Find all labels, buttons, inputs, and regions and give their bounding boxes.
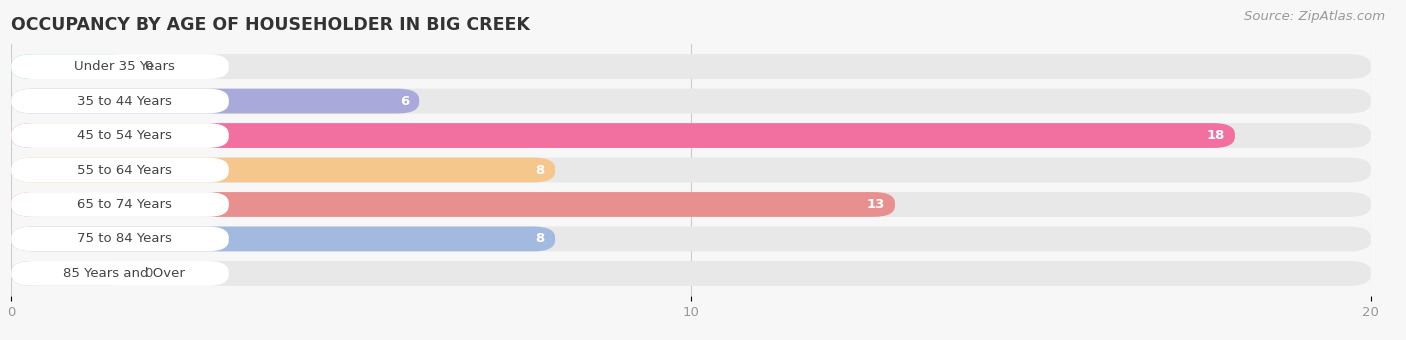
Text: 65 to 74 Years: 65 to 74 Years: [77, 198, 172, 211]
FancyBboxPatch shape: [11, 192, 1371, 217]
FancyBboxPatch shape: [11, 226, 1371, 251]
Text: 45 to 54 Years: 45 to 54 Years: [77, 129, 172, 142]
Text: 13: 13: [866, 198, 884, 211]
FancyBboxPatch shape: [11, 89, 419, 114]
Text: 18: 18: [1206, 129, 1225, 142]
Text: 35 to 44 Years: 35 to 44 Years: [77, 95, 172, 107]
FancyBboxPatch shape: [11, 54, 229, 79]
FancyBboxPatch shape: [11, 158, 1371, 182]
FancyBboxPatch shape: [11, 158, 555, 182]
FancyBboxPatch shape: [11, 261, 229, 286]
Text: OCCUPANCY BY AGE OF HOUSEHOLDER IN BIG CREEK: OCCUPANCY BY AGE OF HOUSEHOLDER IN BIG C…: [11, 16, 530, 34]
Text: Under 35 Years: Under 35 Years: [75, 60, 174, 73]
Text: Source: ZipAtlas.com: Source: ZipAtlas.com: [1244, 10, 1385, 23]
FancyBboxPatch shape: [11, 54, 131, 79]
FancyBboxPatch shape: [11, 158, 229, 182]
Text: 75 to 84 Years: 75 to 84 Years: [77, 233, 172, 245]
FancyBboxPatch shape: [11, 261, 1371, 286]
Text: 55 to 64 Years: 55 to 64 Years: [77, 164, 172, 176]
FancyBboxPatch shape: [11, 192, 229, 217]
Text: 0: 0: [145, 267, 153, 280]
FancyBboxPatch shape: [11, 192, 896, 217]
FancyBboxPatch shape: [11, 89, 229, 114]
Text: 8: 8: [536, 233, 546, 245]
Text: 8: 8: [536, 164, 546, 176]
FancyBboxPatch shape: [11, 54, 1371, 79]
FancyBboxPatch shape: [11, 261, 131, 286]
FancyBboxPatch shape: [11, 226, 229, 251]
FancyBboxPatch shape: [11, 123, 1371, 148]
FancyBboxPatch shape: [11, 226, 555, 251]
FancyBboxPatch shape: [11, 123, 1234, 148]
Text: 6: 6: [399, 95, 409, 107]
FancyBboxPatch shape: [11, 89, 1371, 114]
Text: 0: 0: [145, 60, 153, 73]
FancyBboxPatch shape: [11, 123, 229, 148]
Text: 85 Years and Over: 85 Years and Over: [63, 267, 186, 280]
